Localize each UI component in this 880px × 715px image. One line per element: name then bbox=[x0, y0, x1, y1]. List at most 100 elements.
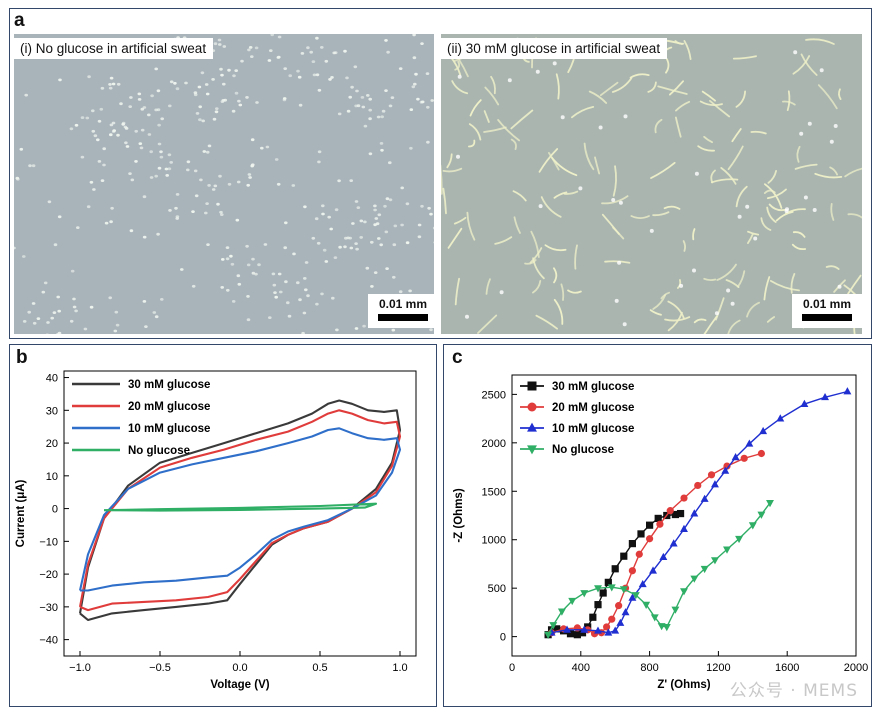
data-point-20-mm-glucose bbox=[656, 520, 664, 528]
data-point-20-mm-glucose bbox=[628, 567, 636, 575]
data-point-10-mm-glucose bbox=[563, 625, 571, 633]
data-point-no-glucose bbox=[607, 584, 616, 592]
x-tick-label: 1200 bbox=[706, 662, 730, 674]
legend-label-10-mm-glucose: 10 mM glucose bbox=[128, 423, 210, 435]
data-point-no-glucose bbox=[723, 546, 731, 554]
data-point-10-mm-glucose bbox=[690, 509, 699, 517]
y-tick-label: 40 bbox=[46, 373, 58, 385]
scale-bar-right-label: 0.01 mm bbox=[802, 297, 852, 311]
data-point-no-glucose bbox=[662, 624, 671, 632]
x-tick-label: −0.5 bbox=[149, 662, 171, 674]
data-point-20-mm-glucose bbox=[646, 535, 654, 543]
data-point-20-mm-glucose bbox=[707, 471, 716, 479]
data-point-no-glucose bbox=[544, 631, 553, 640]
data-point-10-mm-glucose bbox=[616, 618, 625, 626]
data-point-30-mm-glucose bbox=[604, 578, 612, 586]
data-point-20-mm-glucose bbox=[740, 454, 748, 462]
legend-label-10-mm-glucose: 10 mM glucose bbox=[552, 423, 634, 435]
data-point-10-mm-glucose bbox=[800, 399, 809, 407]
data-point-no-glucose bbox=[631, 592, 640, 600]
data-point-no-glucose bbox=[642, 601, 651, 609]
data-point-no-glucose bbox=[735, 535, 743, 544]
y-axis-label: -Z (Ohms) bbox=[453, 488, 465, 542]
legend-marker-no-glucose bbox=[527, 445, 537, 455]
eis-chart: 0 400 800 1200 1600 2000 0 500 1000 1500 2000 2500 Z… bbox=[453, 374, 868, 691]
data-point-30-mm-glucose bbox=[646, 521, 654, 529]
micrograph-background bbox=[441, 34, 862, 334]
series-line-10-mm-glucose bbox=[78, 427, 402, 592]
scale-bar-left-label: 0.01 mm bbox=[378, 297, 428, 311]
y-tick-label: 1500 bbox=[482, 486, 506, 498]
data-point-20-mm-glucose bbox=[757, 449, 765, 458]
legend-label-no-glucose: No glucose bbox=[552, 444, 614, 456]
y-tick-label: 2000 bbox=[482, 438, 506, 450]
data-point-10-mm-glucose bbox=[821, 392, 829, 401]
data-point-10-mm-glucose bbox=[621, 608, 630, 616]
data-point-30-mm-glucose bbox=[573, 631, 581, 639]
y-tick-label: 30 bbox=[46, 405, 58, 417]
legend-marker-30-mm-glucose bbox=[527, 381, 537, 391]
micrograph-30mm-glucose-caption: (ii) 30 mM glucose in artificial sweat bbox=[441, 38, 668, 59]
micrograph-no-glucose-caption: (i) No glucose in artificial sweat bbox=[14, 38, 214, 59]
data-point-30-mm-glucose bbox=[611, 565, 619, 573]
y-tick-label: −30 bbox=[39, 602, 58, 614]
data-point-10-mm-glucose bbox=[659, 552, 668, 561]
data-point-no-glucose bbox=[619, 586, 628, 594]
data-point-10-mm-glucose bbox=[611, 626, 620, 634]
panel-b-frame bbox=[9, 344, 437, 707]
micrograph-no-glucose bbox=[14, 34, 434, 334]
x-tick-label: 1600 bbox=[775, 662, 799, 674]
data-point-10-mm-glucose bbox=[759, 426, 768, 435]
y-tick-label: 2500 bbox=[482, 389, 506, 401]
data-point-no-glucose bbox=[568, 597, 577, 606]
plot-area-border bbox=[511, 374, 857, 657]
series-line-30-mm-glucose bbox=[78, 399, 402, 622]
data-point-10-mm-glucose bbox=[604, 628, 613, 636]
data-point-20-mm-glucose bbox=[603, 623, 611, 631]
scale-bar-right-bar bbox=[802, 314, 852, 321]
y-axis-label: Current (μA) bbox=[15, 479, 27, 547]
data-point-30-mm-glucose bbox=[676, 509, 685, 518]
data-point-30-mm-glucose bbox=[620, 552, 628, 560]
data-point-10-mm-glucose bbox=[628, 593, 637, 601]
data-point-no-glucose bbox=[650, 614, 659, 622]
data-point-10-mm-glucose bbox=[745, 439, 754, 447]
x-tick-label: 1.0 bbox=[392, 662, 407, 674]
panel-c-letter: c bbox=[452, 347, 463, 368]
data-point-no-glucose bbox=[757, 511, 766, 519]
legend-marker-10-mm-glucose bbox=[527, 422, 537, 432]
data-point-no-glucose bbox=[690, 575, 699, 583]
x-tick-label: 800 bbox=[640, 662, 658, 674]
y-tick-label: 0 bbox=[52, 504, 58, 516]
data-point-20-mm-glucose bbox=[608, 615, 616, 623]
data-point-30-mm-glucose bbox=[671, 510, 679, 519]
panel-a-frame bbox=[9, 8, 872, 339]
data-point-10-mm-glucose bbox=[776, 414, 785, 422]
series-line-20-mm-glucose bbox=[78, 409, 402, 612]
data-point-30-mm-glucose bbox=[553, 625, 561, 633]
series-line-30-mm-glucose bbox=[547, 512, 681, 636]
data-point-10-mm-glucose bbox=[711, 480, 719, 488]
data-point-10-mm-glucose bbox=[638, 579, 647, 588]
data-point-10-mm-glucose bbox=[721, 466, 730, 474]
data-point-10-mm-glucose bbox=[580, 625, 589, 633]
legend-marker-20-mm-glucose bbox=[527, 402, 537, 412]
series-line-no-glucose bbox=[103, 502, 378, 512]
data-point-30-mm-glucose bbox=[628, 540, 636, 548]
data-point-10-mm-glucose bbox=[700, 494, 709, 502]
data-point-10-mm-glucose bbox=[649, 566, 657, 574]
legend-label-20-mm-glucose: 20 mM glucose bbox=[128, 401, 210, 413]
y-tick-label: −10 bbox=[39, 536, 58, 548]
y-tick-label: −40 bbox=[39, 635, 58, 647]
y-tick-label: 500 bbox=[488, 583, 506, 595]
y-tick-label: 20 bbox=[46, 438, 58, 450]
cell-dots bbox=[14, 34, 434, 334]
data-point-30-mm-glucose bbox=[589, 613, 597, 621]
legend-label-30-mm-glucose: 30 mM glucose bbox=[552, 381, 634, 393]
data-point-10-mm-glucose bbox=[680, 524, 688, 532]
series-line-20-mm-glucose bbox=[551, 452, 762, 635]
y-tick-label: 0 bbox=[500, 632, 506, 644]
data-point-30-mm-glucose bbox=[566, 630, 575, 638]
x-tick-label: −1.0 bbox=[69, 662, 91, 674]
scale-bar-left: 0.01 mm bbox=[368, 294, 438, 328]
